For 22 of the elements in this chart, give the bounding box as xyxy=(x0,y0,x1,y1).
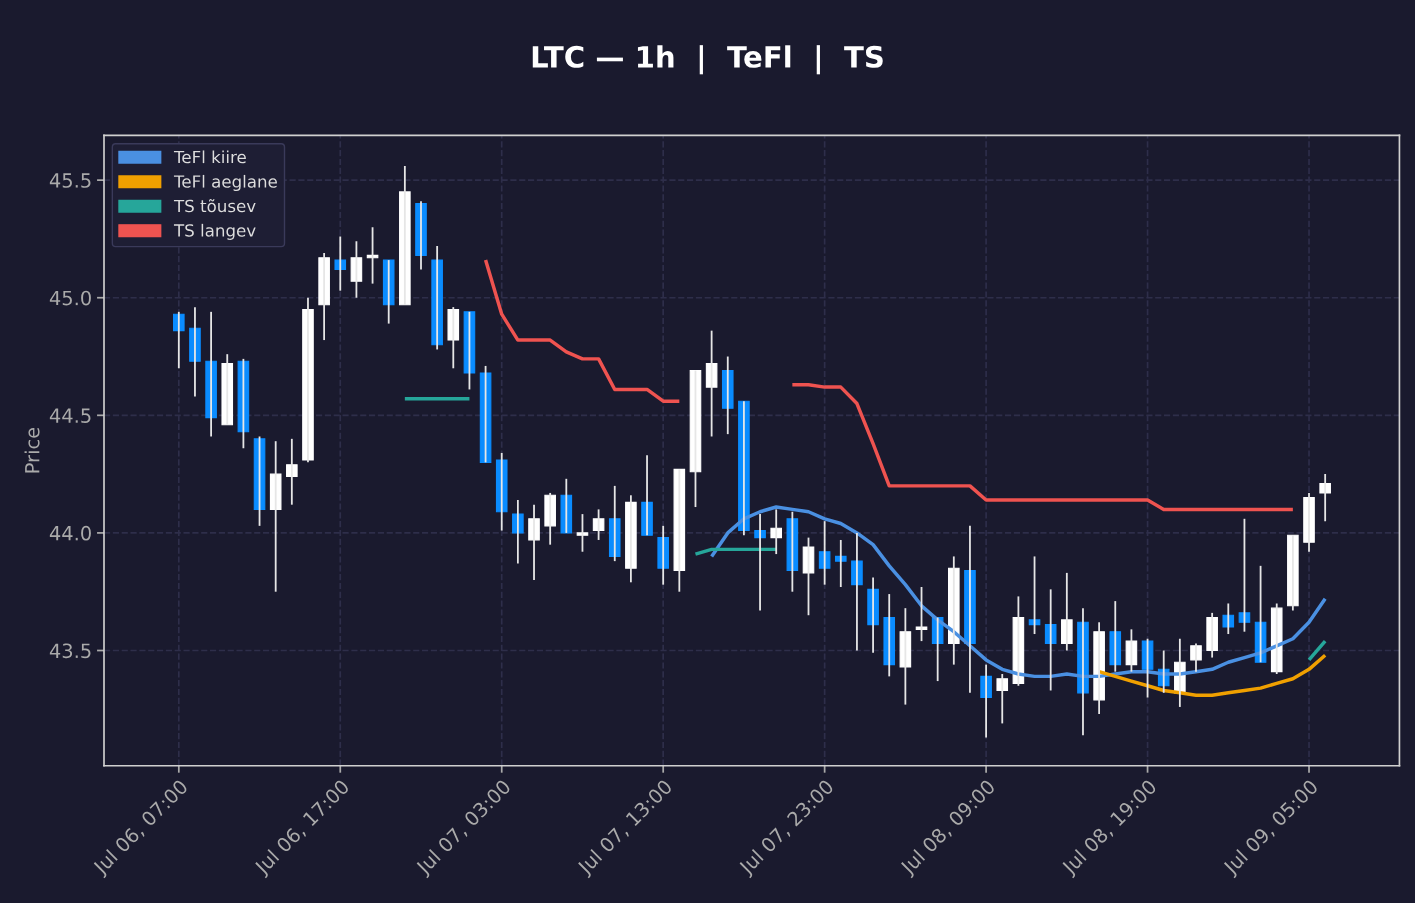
y-tick-label: 45.5 xyxy=(49,173,91,188)
candlestick xyxy=(1319,473,1331,523)
y-axis-title: Price xyxy=(24,427,40,473)
candlestick xyxy=(1190,642,1202,673)
line-series xyxy=(1097,653,1327,697)
legend-label: TS tõusev xyxy=(173,199,256,213)
legend-label: TS langev xyxy=(173,223,256,240)
y-tick-label: 44.5 xyxy=(49,408,91,423)
candlestick xyxy=(1238,517,1251,633)
chart-title: LTC — 1h | TeFl | TS xyxy=(532,45,883,75)
candlestick xyxy=(1028,555,1041,635)
candlestick xyxy=(576,513,589,553)
y-tick-label: 43.5 xyxy=(49,643,91,659)
candlestick xyxy=(834,539,847,588)
candlestick xyxy=(334,235,347,292)
candlestick xyxy=(802,536,815,617)
y-tick-label: 45.0 xyxy=(49,290,91,306)
legend-label: TeFl kiire xyxy=(173,150,246,164)
y-tick-label: 44.0 xyxy=(49,525,91,541)
legend-label: TeFl aeglane xyxy=(173,174,277,192)
candlestick xyxy=(512,499,524,565)
candlestick xyxy=(915,586,928,643)
